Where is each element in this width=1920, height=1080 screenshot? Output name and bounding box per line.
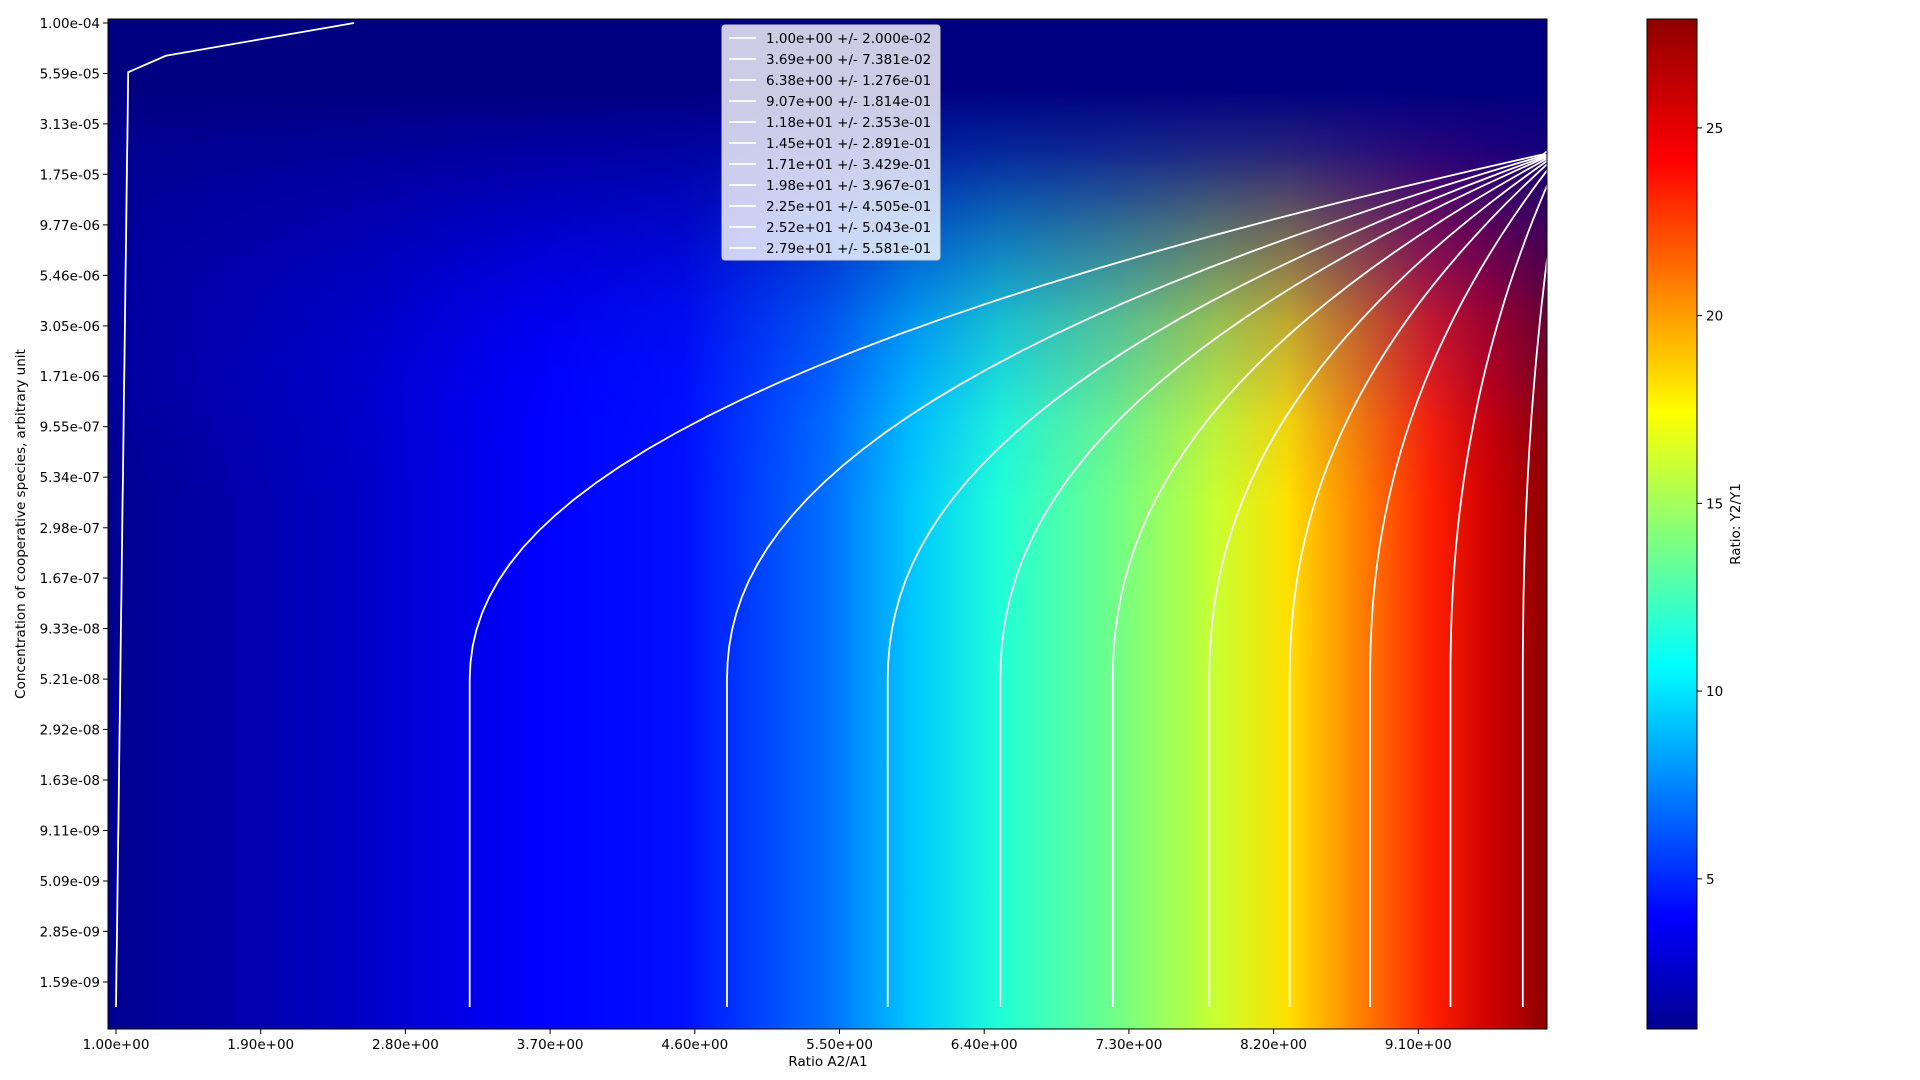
contour-line — [1288, 163, 1547, 1007]
contour-line — [1111, 157, 1547, 1007]
y-tick-label: 5.09e-09 — [40, 874, 100, 890]
x-tick-label: 9.10e+00 — [1385, 1037, 1452, 1053]
y-tick-label: 3.05e-06 — [40, 319, 100, 335]
legend-label: 3.69e+00 +/- 7.381e-02 — [766, 52, 931, 68]
y-tick-label: 5.34e-07 — [40, 470, 100, 486]
contour-line — [999, 155, 1547, 1007]
colorbar-tick-label: 20 — [1706, 309, 1723, 325]
contour-line — [886, 154, 1547, 1007]
legend-label: 2.25e+01 +/- 4.505e-01 — [766, 199, 931, 215]
x-tick-label: 7.30e+00 — [1095, 1037, 1162, 1053]
y-tick-label: 5.21e-08 — [40, 672, 100, 688]
y-tick-label: 9.33e-08 — [40, 622, 100, 638]
y-tick-label: 2.85e-09 — [40, 924, 100, 940]
x-tick-label: 1.90e+00 — [227, 1037, 294, 1053]
x-tick-label: 4.60e+00 — [661, 1037, 728, 1053]
y-tick-label: 1.71e-06 — [40, 369, 100, 385]
y-tick-label: 2.98e-07 — [40, 521, 100, 537]
x-tick-label: 6.40e+00 — [951, 1037, 1018, 1053]
y-tick-label: 9.55e-07 — [40, 420, 100, 436]
legend-label: 1.18e+01 +/- 2.353e-01 — [766, 115, 931, 131]
contour-line — [1208, 159, 1547, 1007]
colorbar-label: Ratio: Y2/Y1 — [1728, 483, 1744, 565]
contour-line — [1521, 252, 1547, 1007]
colorbar-tick-label: 15 — [1706, 496, 1723, 512]
y-tick-label: 9.77e-06 — [40, 218, 100, 234]
x-axis-label: Ratio A2/A1 — [788, 1054, 867, 1070]
y-tick-label: 1.59e-09 — [40, 975, 100, 991]
legend-label: 1.98e+01 +/- 3.967e-01 — [766, 178, 931, 194]
y-tick-label: 2.92e-08 — [40, 722, 100, 738]
x-tick-label: 2.80e+00 — [372, 1037, 439, 1053]
colorbar — [1646, 18, 1698, 1030]
y-tick-label: 1.75e-05 — [40, 167, 100, 183]
legend-label: 1.00e+00 +/- 2.000e-02 — [766, 31, 931, 47]
legend-label: 2.52e+01 +/- 5.043e-01 — [766, 220, 931, 236]
x-tick-label: 1.00e+00 — [83, 1037, 150, 1053]
y-axis-label: Concentration of cooperative species, ar… — [13, 349, 29, 699]
legend-label: 6.38e+00 +/- 1.276e-01 — [766, 73, 931, 89]
y-tick-label: 9.11e-09 — [40, 823, 100, 839]
colorbar-tick-label: 10 — [1706, 684, 1723, 700]
y-tick-label: 1.00e-04 — [40, 16, 100, 32]
colorbar-tick-label: 25 — [1706, 121, 1723, 137]
legend-box — [721, 24, 941, 261]
contour-lines — [115, 22, 1547, 1008]
y-tick-label: 5.46e-06 — [40, 268, 100, 284]
plot-frame — [107, 18, 1548, 1030]
colorbar-tick-label: 5 — [1706, 872, 1715, 888]
y-tick-label: 1.63e-08 — [40, 773, 100, 789]
legend-label: 1.45e+01 +/- 2.891e-01 — [766, 136, 931, 152]
y-tick-label: 5.59e-05 — [40, 66, 100, 82]
legend-label: 9.07e+00 +/- 1.814e-01 — [766, 94, 931, 110]
legend-label: 2.79e+01 +/- 5.581e-01 — [766, 241, 931, 257]
y-axis-ticks: 1.59e-09 2.85e-09 5.09e-09 9.11e-09 1.63e-08… — [40, 16, 108, 991]
x-axis-ticks: 1.00e+00 1.90e+00 2.80e+00 3.70e+00 4.60e+00… — [83, 1029, 1452, 1053]
contour-line — [115, 22, 355, 1008]
x-tick-label: 8.20e+00 — [1240, 1037, 1307, 1053]
contour-line — [468, 150, 1547, 1007]
x-tick-label: 3.70e+00 — [517, 1037, 584, 1053]
colorbar-ticks: 5 10 15 20 25 — [1697, 121, 1723, 888]
contour-line — [726, 153, 1547, 1007]
legend-label: 1.71e+01 +/- 3.429e-01 — [766, 157, 931, 173]
y-tick-label: 3.13e-05 — [40, 117, 100, 133]
x-tick-label: 5.50e+00 — [806, 1037, 873, 1053]
y-tick-label: 1.67e-07 — [40, 571, 100, 587]
contour-line — [1369, 169, 1547, 1007]
legend: 1.00e+00 +/- 2.000e-02 3.69e+00 +/- 7.381… — [721, 24, 941, 261]
